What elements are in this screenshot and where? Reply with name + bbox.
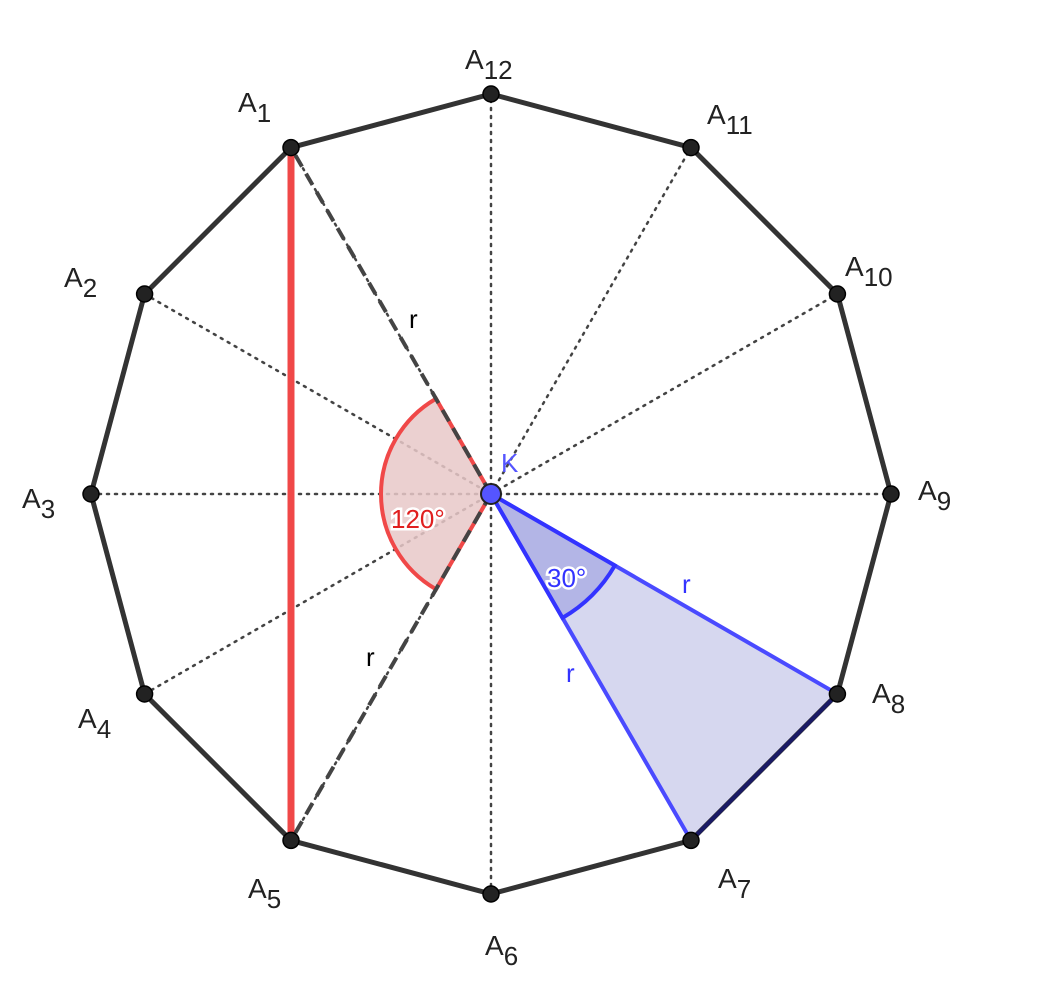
dashed-radius [289,146,493,496]
red-angle-sector [379,396,494,592]
red-angle-label: 120° [391,504,445,534]
radius-label-ka5: r [366,642,375,672]
vertex-label-a10: A10 [845,251,893,292]
vertex-point-a12 [482,85,500,103]
radius-label-ka7: r [566,658,575,688]
vertex-label-a1: A1 [238,87,271,128]
dashed-radius [289,492,493,842]
vertex-label-a9: A9 [918,475,951,516]
blue-angle-label: 30° [547,563,586,593]
vertex-point-a5 [282,831,300,850]
vertex-label-a12: A12 [465,44,513,85]
vertex-point-a6 [482,885,500,903]
vertex-point-a1 [282,138,300,157]
vertex-label-a7: A7 [718,863,751,904]
vertex-point-a2 [135,285,154,303]
vertex-label-a11: A11 [707,99,753,140]
vertex-label-a3: A3 [22,483,55,524]
radius-label-ka8: r [682,569,691,599]
center-label: K [501,448,519,478]
vertex-label-a2: A2 [64,262,97,303]
vertex-point-a10 [828,285,847,303]
vertex-point-a8 [828,685,847,703]
vertex-point-a9 [882,485,900,503]
vertex-label-a6: A6 [485,930,518,971]
vertex-point-a3 [82,485,100,503]
dashed-radii [289,146,839,842]
edge-a7-a8 [689,692,839,842]
vertex-label-a4: A4 [78,703,111,744]
vertex-point-a11 [682,138,700,157]
vertex-label-a8: A8 [872,678,905,719]
radius-label-ka1: r [409,304,418,334]
vertex-labels: A1 A2 A3 A4 A5 A6 A7 A8 A9 A10 A11 A12 [22,44,951,971]
blue-angle-sector [485,488,618,621]
vertex-point-a7 [682,831,700,850]
vertex-points [82,85,900,903]
vertex-point-a4 [135,685,154,703]
center-point-k [480,483,502,505]
vertex-label-a5: A5 [248,873,281,914]
